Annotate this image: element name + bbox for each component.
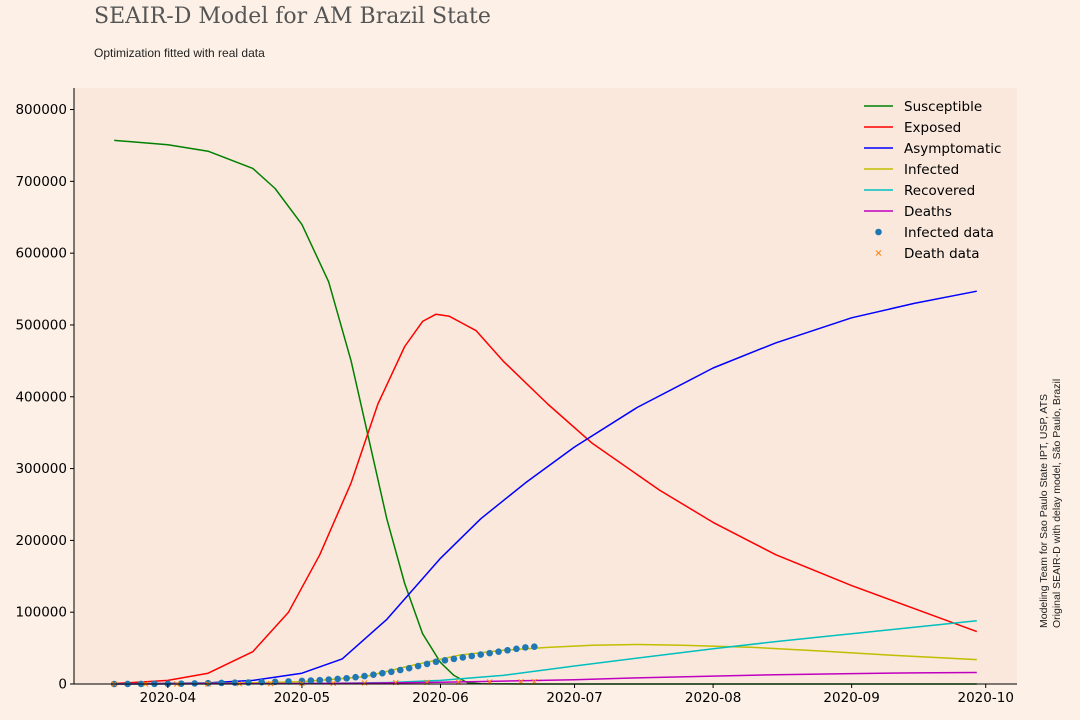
data-point <box>330 680 337 687</box>
x-tick-label: 2020-05 <box>274 690 330 706</box>
y-tick-label: 500000 <box>15 317 67 333</box>
legend-item-infected-data: Infected data <box>875 225 994 241</box>
x-tick-label: 2020-09 <box>823 690 879 706</box>
data-point <box>414 662 422 670</box>
series-line-exposed <box>114 313 978 685</box>
y-tick-label: 700000 <box>15 174 67 190</box>
data-point <box>370 671 377 678</box>
data-point <box>307 677 315 684</box>
data-point <box>531 643 538 650</box>
data-point <box>518 678 524 685</box>
chart-subtitle: Optimization fitted with real data <box>94 46 265 60</box>
x-tick-label: 2020-08 <box>685 690 741 706</box>
series-exposed <box>114 313 978 685</box>
data-point <box>316 676 324 684</box>
data-point <box>468 652 476 660</box>
data-point <box>244 679 252 686</box>
series-line-deaths <box>114 671 977 685</box>
series-susceptible <box>114 139 977 685</box>
y-tick-label: 0 <box>58 677 67 693</box>
data-point <box>486 649 493 657</box>
data-point <box>204 679 212 687</box>
data-point <box>405 664 413 672</box>
x-tick-label: 2020-06 <box>412 690 468 706</box>
legend-item-deaths: Deaths <box>864 204 952 220</box>
data-point <box>352 673 359 681</box>
legend-swatch <box>875 250 882 256</box>
data-point <box>285 678 292 685</box>
legend-label: Asymptomatic <box>904 141 1001 157</box>
data-point <box>441 657 449 664</box>
data-point <box>361 680 368 686</box>
legend-label: Recovered <box>904 183 975 199</box>
series-deaths <box>114 671 977 685</box>
legend-label: Infected <box>904 162 959 178</box>
data-point <box>423 660 431 668</box>
data-point <box>513 645 520 653</box>
legend-item-exposed: Exposed <box>864 120 961 136</box>
legend-item-susceptible: Susceptible <box>864 99 982 115</box>
legend-item-recovered: Recovered <box>864 183 975 199</box>
y-tick-label: 600000 <box>15 246 67 262</box>
data-point <box>504 646 511 654</box>
data-point <box>361 672 368 680</box>
credits-line-2: Original SEAIR-D with delay model, São P… <box>1051 378 1063 628</box>
series-asymptomatic <box>114 290 977 685</box>
data-point <box>495 648 502 655</box>
data-point <box>299 680 305 687</box>
data-point <box>271 678 279 686</box>
data-point <box>258 678 266 686</box>
data-point <box>396 666 404 674</box>
data-point <box>334 675 341 683</box>
data-point <box>218 679 225 687</box>
chart-title: SEAIR-D Model for AM Brazil State <box>94 4 491 29</box>
y-tick-label: 300000 <box>15 461 67 477</box>
data-point <box>191 680 198 687</box>
data-point <box>432 658 440 666</box>
legend-label: Deaths <box>904 204 952 220</box>
data-point <box>459 654 467 661</box>
x-tick-label: 2020-07 <box>546 690 602 706</box>
data-point <box>531 678 538 685</box>
y-tick-label: 100000 <box>15 605 67 621</box>
axes-layer: 0 100000 200000 300000 400000 500000 600000 700… <box>15 88 1017 706</box>
legend-swatch <box>875 228 882 236</box>
x-tick-label: 2020-04 <box>140 690 196 706</box>
credits-line-1: Modeling Team for Sao Paulo State IPT, U… <box>1038 393 1050 628</box>
data-point <box>298 677 306 685</box>
legend-label: Exposed <box>904 120 961 136</box>
legend-item-asymptomatic: Asymptomatic <box>864 141 1001 157</box>
x-tick-label: 2020-10 <box>958 690 1014 706</box>
legend-label: Susceptible <box>904 99 982 115</box>
data-point <box>450 655 458 663</box>
data-point <box>388 668 395 676</box>
plot-area <box>74 88 1017 684</box>
data-point <box>231 679 239 687</box>
series-layer <box>110 139 978 688</box>
legend: Susceptible Exposed Asymptomatic Infected Re… <box>864 99 1001 262</box>
legend-label: Death data <box>904 246 980 262</box>
legend-item-death-data: Death data <box>875 246 980 262</box>
data-point <box>325 676 333 683</box>
credits-note: Modeling Team for Sao Paulo State IPT, U… <box>1038 379 1064 628</box>
series-line-susceptible <box>114 139 977 685</box>
legend-label: Infected data <box>904 225 994 241</box>
series-line-asymptomatic <box>114 290 977 685</box>
y-tick-label: 400000 <box>15 389 67 405</box>
data-point <box>522 644 529 651</box>
data-point <box>477 651 484 658</box>
legend-item-infected: Infected <box>864 162 959 178</box>
data-point <box>343 674 350 682</box>
y-tick-label: 200000 <box>15 533 67 549</box>
data-point <box>379 669 386 677</box>
y-tick-label: 800000 <box>15 102 67 118</box>
